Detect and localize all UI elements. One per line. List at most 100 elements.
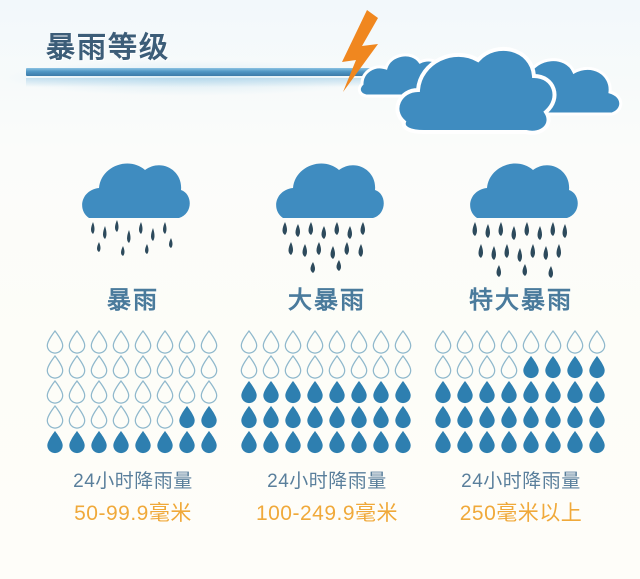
water-drop-outline-icon [90, 380, 108, 404]
rain-streaks-1 [91, 220, 173, 256]
water-drop-filled-icon [567, 430, 583, 454]
water-drop-outline-icon [178, 355, 196, 379]
water-drop-outline-icon [178, 380, 196, 404]
water-drop-outline-icon [478, 330, 496, 354]
level-label-1: 暴雨 [107, 287, 159, 314]
water-drop-filled-icon [479, 380, 495, 404]
water-drop-filled-icon [545, 355, 561, 379]
water-drop-filled-icon [457, 430, 473, 454]
water-drop-outline-icon [500, 330, 518, 354]
water-drop-filled-icon [285, 405, 301, 429]
water-drop-outline-icon [200, 380, 218, 404]
water-drop-filled-icon [479, 405, 495, 429]
water-drop-filled-icon [435, 430, 451, 454]
water-drop-outline-icon [262, 355, 280, 379]
water-drop-outline-icon [68, 380, 86, 404]
water-drop-outline-icon [544, 330, 562, 354]
measure-value-1: 50-99.9毫米 [74, 502, 192, 525]
water-drop-outline-icon [90, 405, 108, 429]
level-column-2: 大暴雨 24小时降雨量 100-249.9毫米 [227, 152, 427, 529]
header: 暴雨等级 [0, 0, 640, 150]
water-drop-filled-icon [201, 405, 217, 429]
water-drop-outline-icon [134, 330, 152, 354]
water-drop-filled-icon [589, 355, 605, 379]
water-drop-filled-icon [589, 380, 605, 404]
water-drop-filled-icon [351, 430, 367, 454]
water-drop-outline-icon [156, 355, 174, 379]
water-drop-outline-icon [46, 355, 64, 379]
water-drop-outline-icon [200, 355, 218, 379]
water-drop-filled-icon [351, 405, 367, 429]
page-title: 暴雨等级 [46, 32, 171, 64]
water-drop-outline-icon [394, 355, 412, 379]
water-drop-outline-icon [68, 355, 86, 379]
water-drop-filled-icon [91, 430, 107, 454]
water-drop-outline-icon [500, 355, 518, 379]
measure-block-3: 24小时降雨量 250毫米以上 [421, 469, 621, 529]
water-drop-filled-icon [263, 405, 279, 429]
water-drop-outline-icon [46, 405, 64, 429]
water-drop-outline-icon [156, 380, 174, 404]
water-drop-filled-icon [373, 380, 389, 404]
water-drop-outline-icon [522, 330, 540, 354]
cloud-center-icon [395, 46, 557, 135]
water-drop-outline-icon [178, 330, 196, 354]
water-drop-filled-icon [69, 430, 85, 454]
drop-grid-1 [45, 330, 221, 455]
water-drop-outline-icon [112, 355, 130, 379]
level-label-2: 大暴雨 [288, 287, 366, 314]
water-drop-filled-icon [457, 405, 473, 429]
rain-cloud-3-graphic [421, 152, 621, 284]
water-drop-outline-icon [588, 330, 606, 354]
water-drop-outline-icon [566, 330, 584, 354]
water-drop-outline-icon [372, 330, 390, 354]
water-drop-filled-icon [457, 380, 473, 404]
drop-grid-3 [433, 330, 609, 455]
water-drop-filled-icon [157, 430, 173, 454]
water-drop-outline-icon [156, 330, 174, 354]
water-drop-filled-icon [179, 405, 195, 429]
rain-streaks-2 [282, 222, 365, 273]
water-drop-outline-icon [328, 355, 346, 379]
water-drop-filled-icon [329, 430, 345, 454]
water-drop-filled-icon [523, 355, 539, 379]
water-drop-outline-icon [434, 330, 452, 354]
water-drop-filled-icon [241, 430, 257, 454]
water-drop-filled-icon [373, 405, 389, 429]
water-drop-filled-icon [501, 380, 517, 404]
water-drop-outline-icon [456, 355, 474, 379]
water-drop-outline-icon [90, 355, 108, 379]
water-drop-filled-icon [589, 405, 605, 429]
water-drop-filled-icon [307, 430, 323, 454]
level-column-3: 特大暴雨 24小时降雨量 250毫米以上 [421, 152, 621, 529]
water-drop-outline-icon [284, 355, 302, 379]
water-drop-filled-icon [113, 430, 129, 454]
water-drop-outline-icon [394, 330, 412, 354]
measure-value-2: 100-249.9毫米 [255, 502, 399, 525]
water-drop-outline-icon [156, 405, 174, 429]
water-drop-filled-icon [201, 430, 217, 454]
water-drop-filled-icon [373, 430, 389, 454]
measure-value-3: 250毫米以上 [459, 502, 583, 525]
water-drop-filled-icon [479, 430, 495, 454]
water-drop-outline-icon [240, 355, 258, 379]
water-drop-outline-icon [284, 330, 302, 354]
header-rule-reflection [26, 78, 371, 87]
water-drop-outline-icon [306, 330, 324, 354]
level-label-3: 特大暴雨 [469, 287, 573, 314]
water-drop-filled-icon [545, 430, 561, 454]
rain-cloud-2-graphic [227, 152, 427, 284]
header-bar-glow [0, 60, 380, 96]
water-drop-outline-icon [68, 405, 86, 429]
lightning-bolt-icon [342, 10, 378, 92]
water-drop-filled-icon [351, 380, 367, 404]
water-drop-filled-icon [179, 430, 195, 454]
water-drop-filled-icon [523, 405, 539, 429]
water-drop-filled-icon [395, 405, 411, 429]
water-drop-filled-icon [395, 380, 411, 404]
water-drop-outline-icon [90, 330, 108, 354]
water-drop-filled-icon [567, 380, 583, 404]
rain-streaks-3 [472, 222, 567, 278]
water-drop-outline-icon [328, 330, 346, 354]
